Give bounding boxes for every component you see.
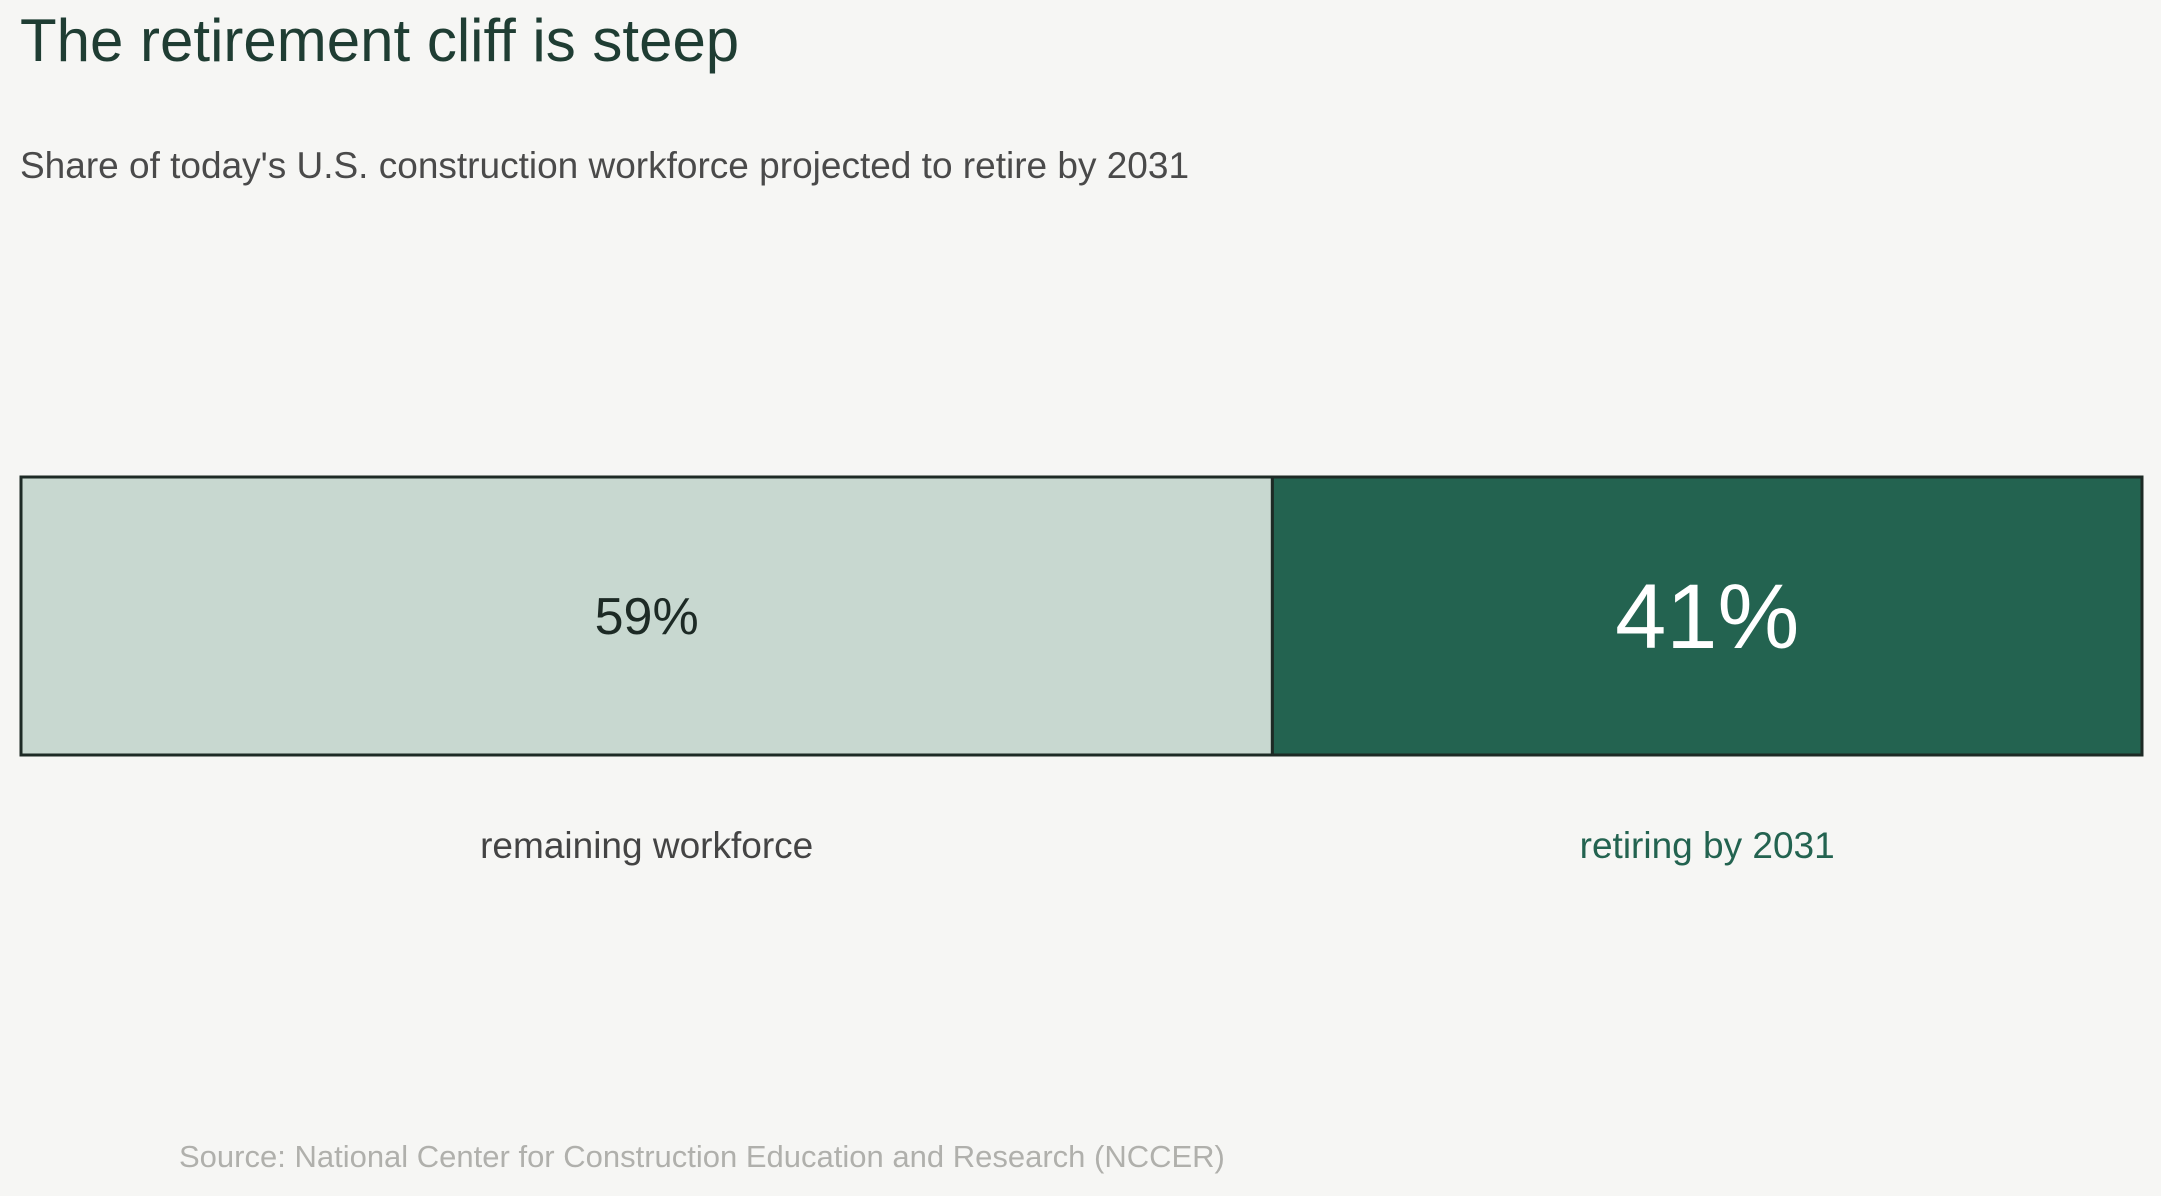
bar-segment-retiring-by-2031 <box>1270 475 2144 757</box>
chart-title: The retirement cliff is steep <box>20 7 740 74</box>
value-label-retiring-by-2031: 41% <box>1615 566 1799 668</box>
bar-segments <box>19 475 2144 757</box>
source-note: Source: National Center for Construction… <box>179 1139 1225 1174</box>
category-labels: remaining workforce retiring by 2031 <box>480 825 1835 866</box>
value-labels: 59% 41% <box>595 566 1800 668</box>
category-label-retiring-by-2031: retiring by 2031 <box>1580 825 1835 866</box>
bar-segment-remaining-workforce <box>19 475 1274 757</box>
chart-subtitle: Share of today's U.S. construction workf… <box>20 145 1190 186</box>
value-label-remaining-workforce: 59% <box>595 588 699 646</box>
category-label-remaining-workforce: remaining workforce <box>480 825 813 866</box>
